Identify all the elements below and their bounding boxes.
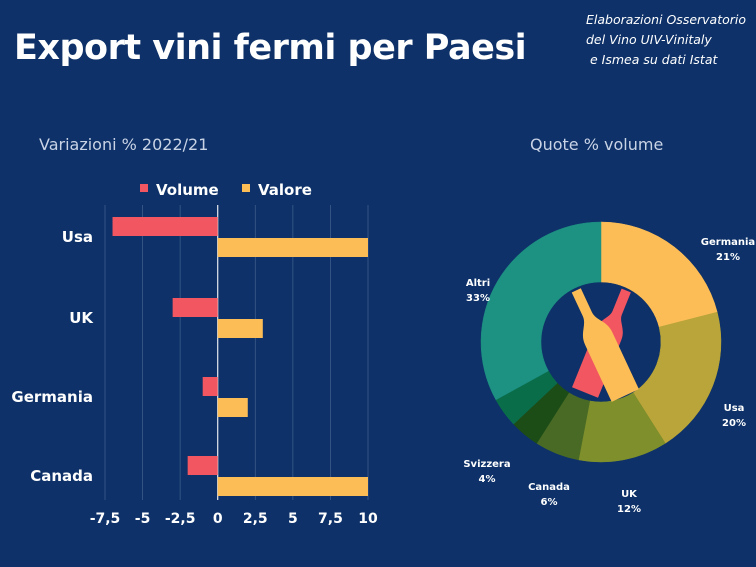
slice-value-label: 33% <box>466 293 490 304</box>
slice-value-label: 4% <box>479 474 496 485</box>
page-title: Export vini fermi per Paesi <box>14 28 527 68</box>
x-tick-label: -5 <box>135 511 151 527</box>
slice-name-label: Usa <box>724 403 745 414</box>
x-tick-label: 7,5 <box>318 511 343 527</box>
donut-slice <box>600 221 718 328</box>
slice-value-label: 20% <box>722 418 746 429</box>
category-label: Usa <box>62 228 93 246</box>
slice-name-label: Canada <box>528 482 570 493</box>
legend-swatch <box>242 184 250 192</box>
yellow-bottle-body <box>571 288 639 402</box>
x-tick-label: 5 <box>288 511 298 527</box>
x-tick-label: -7,5 <box>90 511 121 527</box>
slice-name-label: Altri <box>466 278 490 289</box>
source-line: e Ismea su dati Istat <box>590 52 718 67</box>
legend-label: Valore <box>258 181 312 199</box>
source-line: Elaborazioni Osservatorio <box>586 12 747 27</box>
bar-volume <box>202 377 218 396</box>
bar-valore <box>217 477 368 496</box>
slice-name-label: Svizzera <box>463 459 510 470</box>
donut-chart-title: Quote % volume <box>530 135 664 154</box>
bar-volume <box>112 217 218 236</box>
source-line: del Vino UIV-Vinitaly <box>586 32 712 47</box>
slice-value-label: 21% <box>716 252 740 263</box>
donut-slice <box>632 311 722 444</box>
category-label: Canada <box>30 467 93 485</box>
slice-value-label: 6% <box>541 497 558 508</box>
x-tick-label: 10 <box>358 511 378 527</box>
slice-name-label: Germania <box>701 237 755 248</box>
bar-valore <box>217 319 263 338</box>
bar-valore <box>217 398 248 417</box>
donut-slice <box>480 221 602 401</box>
category-label: UK <box>69 309 94 327</box>
source-note: Elaborazioni Osservatorio del Vino UIV-V… <box>586 10 754 70</box>
legend-swatch <box>140 184 148 192</box>
wine-bottles-icon <box>571 288 639 402</box>
x-tick-label: -2,5 <box>165 511 196 527</box>
slice-value-label: 12% <box>617 504 641 515</box>
slice-name-label: UK <box>621 489 638 500</box>
x-tick-label: 0 <box>213 511 223 527</box>
category-label: Germania <box>11 388 93 406</box>
bar-valore <box>217 238 368 257</box>
bar-volume <box>187 456 218 475</box>
legend-label: Volume <box>156 181 219 199</box>
bar-chart-title: Variazioni % 2022/21 <box>39 135 209 154</box>
x-tick-label: 2,5 <box>243 511 268 527</box>
yellow-bottle-icon <box>571 288 639 402</box>
bar-volume <box>172 298 218 317</box>
